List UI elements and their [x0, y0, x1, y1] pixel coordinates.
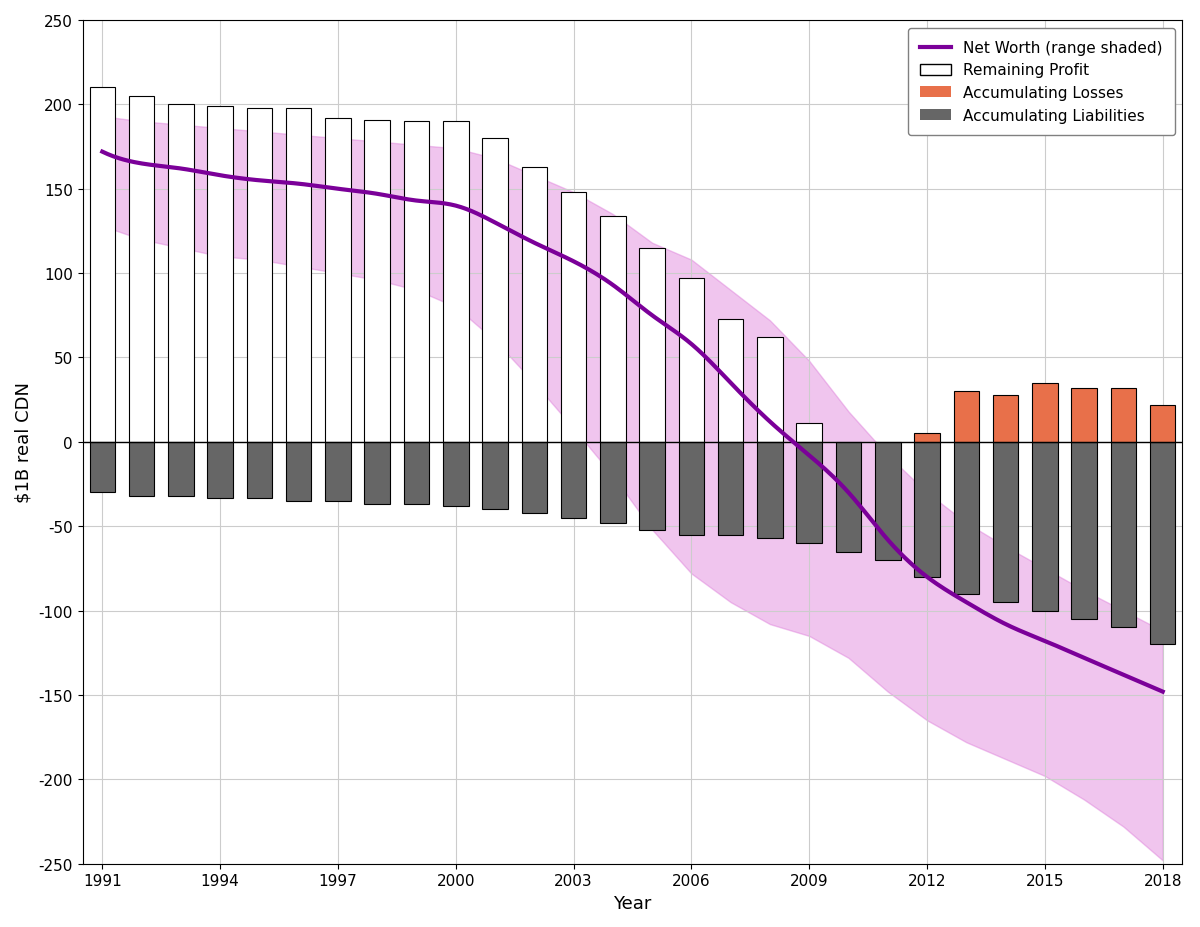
Bar [1032, 384, 1057, 442]
Bar [1072, 388, 1097, 442]
Bar [168, 106, 193, 442]
Bar [757, 442, 782, 539]
Bar [992, 442, 1019, 603]
Bar [718, 442, 744, 535]
Bar [679, 442, 704, 535]
Bar [757, 337, 782, 442]
Bar [1150, 442, 1176, 644]
Bar [914, 434, 940, 442]
Bar [403, 442, 430, 505]
Bar [365, 121, 390, 442]
X-axis label: Year: Year [613, 894, 652, 912]
Legend: Net Worth (range shaded), Remaining Profit, Accumulating Losses, Accumulating Li: Net Worth (range shaded), Remaining Prof… [908, 29, 1175, 136]
Bar [640, 248, 665, 442]
Bar [560, 442, 587, 518]
Bar [718, 319, 744, 442]
Bar [168, 442, 193, 496]
Bar [1111, 388, 1136, 442]
Bar [1111, 442, 1136, 628]
Bar [128, 442, 155, 496]
Bar [482, 139, 508, 442]
Bar [914, 442, 940, 578]
Bar [835, 442, 862, 552]
Bar [954, 392, 979, 442]
Bar [600, 442, 625, 524]
Bar [90, 442, 115, 493]
Bar [600, 217, 625, 442]
Bar [443, 442, 468, 506]
Bar [640, 442, 665, 530]
Bar [1032, 442, 1057, 611]
Bar [325, 119, 350, 442]
Bar [443, 122, 468, 442]
Bar [560, 193, 587, 442]
Bar [365, 442, 390, 505]
Bar [992, 395, 1019, 442]
Bar [954, 442, 979, 594]
Bar [208, 107, 233, 442]
Bar [286, 442, 312, 502]
Bar [247, 108, 272, 442]
Bar [325, 442, 350, 502]
Bar [90, 88, 115, 442]
Bar [875, 442, 900, 561]
Bar [247, 442, 272, 498]
Bar [1072, 442, 1097, 619]
Bar [797, 442, 822, 543]
Y-axis label: $1B real CDN: $1B real CDN [14, 382, 32, 502]
Bar [522, 442, 547, 514]
Bar [208, 442, 233, 498]
Bar [1150, 405, 1176, 442]
Bar [286, 108, 312, 442]
Bar [403, 122, 430, 442]
Bar [679, 279, 704, 442]
Bar [482, 442, 508, 510]
Bar [797, 424, 822, 442]
Bar [128, 96, 155, 442]
Bar [522, 168, 547, 442]
